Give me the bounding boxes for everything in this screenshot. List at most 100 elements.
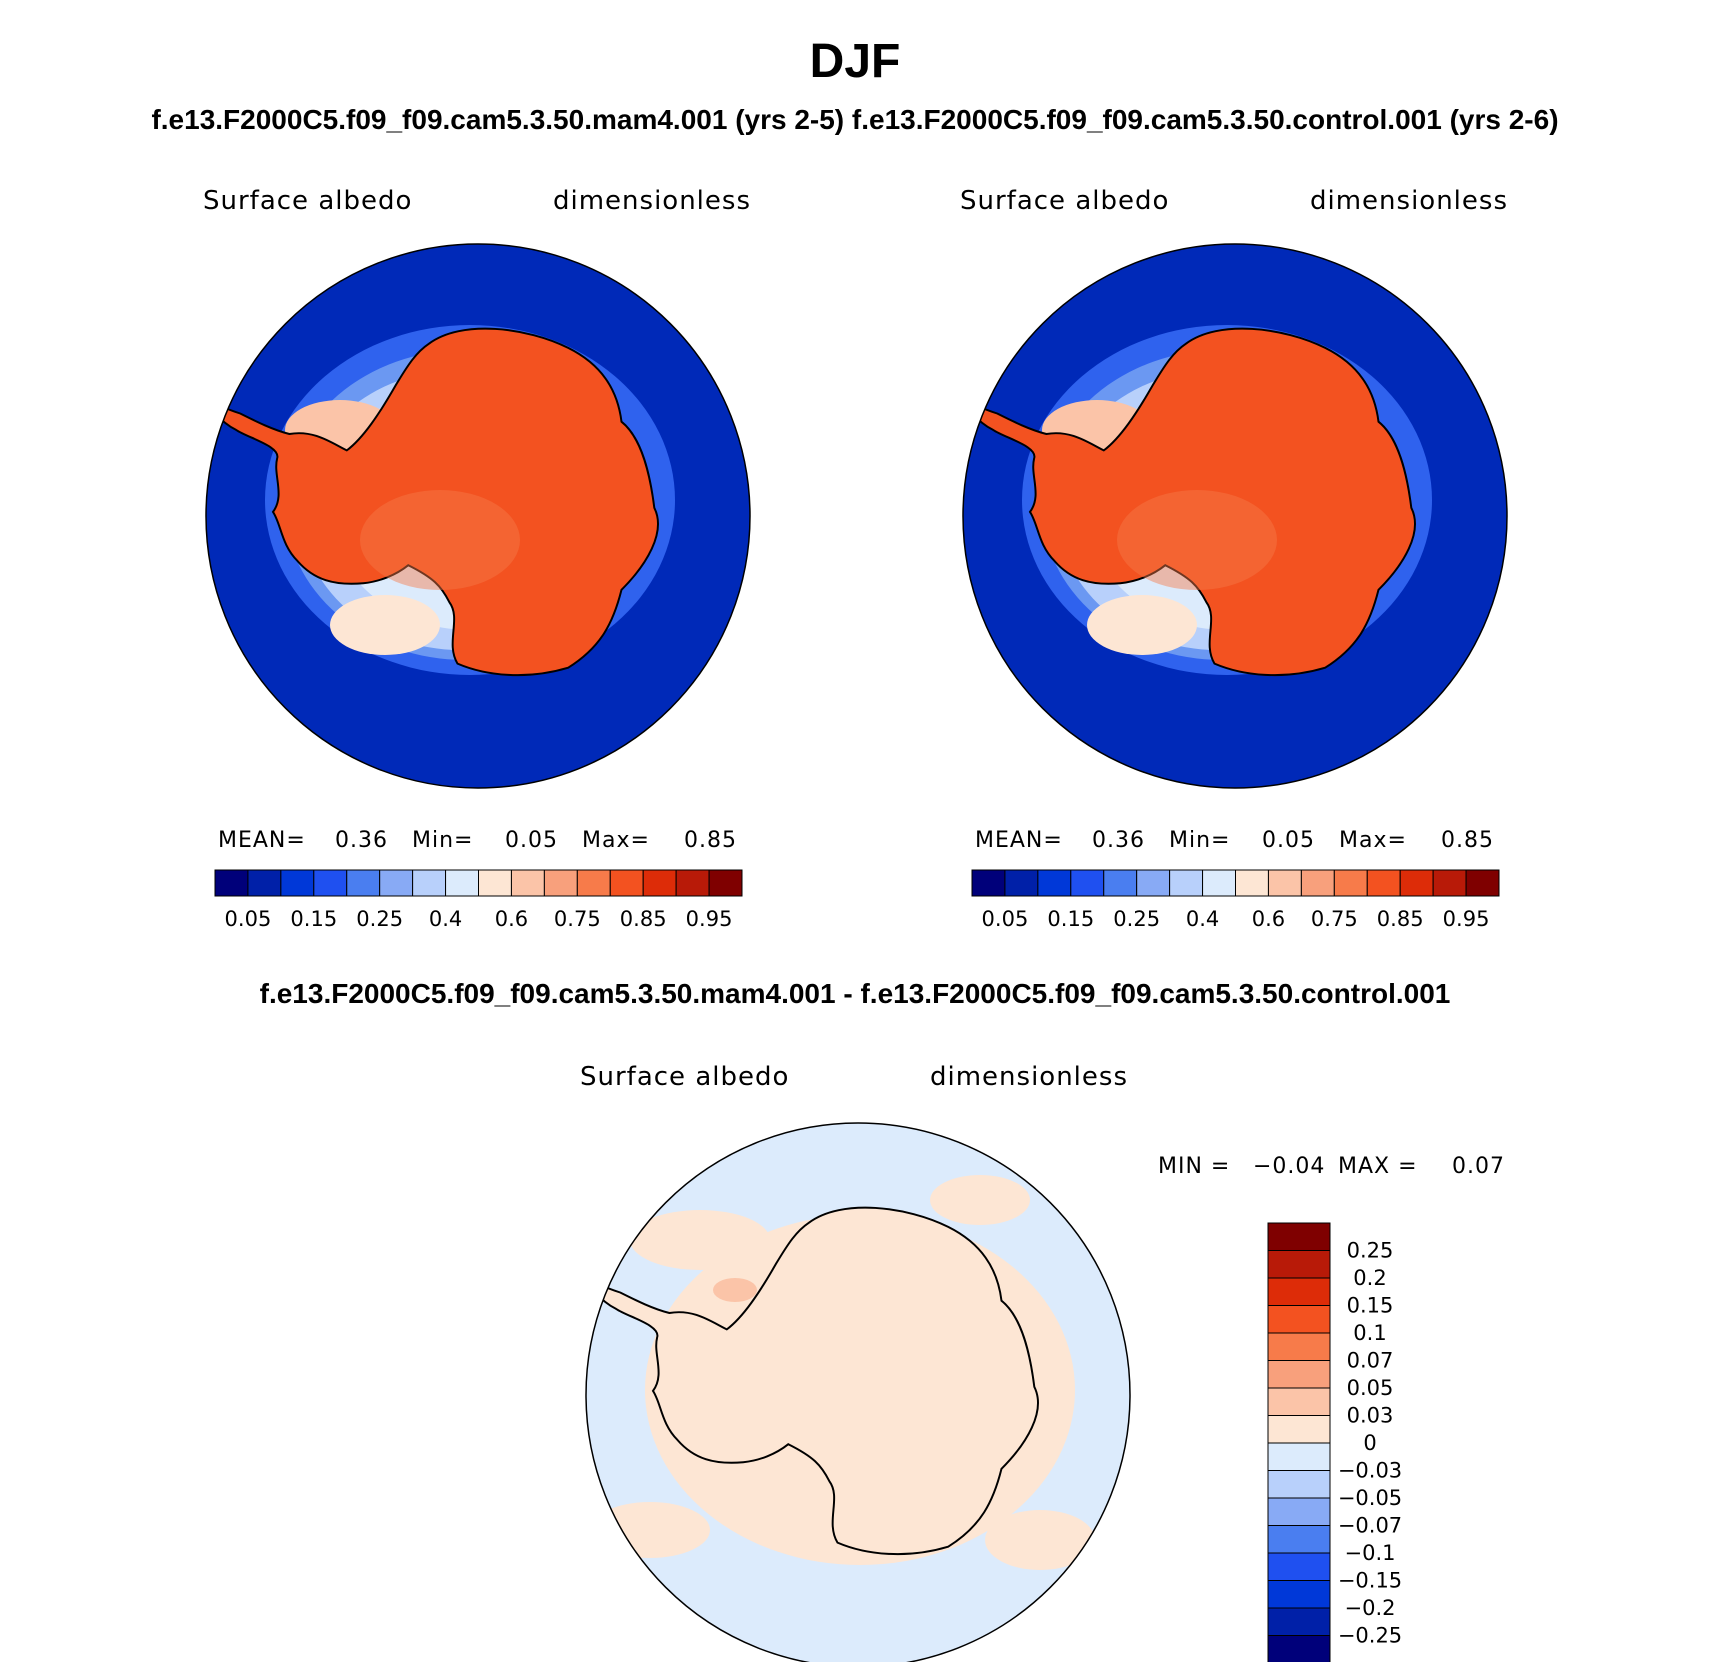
panel1-mean-value: 0.36 bbox=[335, 828, 388, 853]
panel1-colorbar: 0.05 0.15 0.25 0.4 0.6 0.75 0.85 0.95 bbox=[214, 869, 743, 931]
panel1-colorbar-swatch bbox=[478, 869, 512, 897]
panel3-colorbar-tick-label: −0.15 bbox=[1338, 1569, 1402, 1593]
panel2-colorbar-swatch bbox=[1366, 869, 1401, 897]
panel2-colorbar-tick-label: 0.95 bbox=[1443, 907, 1490, 931]
panel2-colorbar: 0.05 0.15 0.25 0.4 0.6 0.75 0.85 0.95 bbox=[971, 869, 1500, 931]
panel1-colorbar-swatch bbox=[280, 869, 315, 897]
panel2-colorbar-swatch bbox=[1399, 869, 1434, 897]
panel1-colorbar-swatch bbox=[708, 869, 743, 897]
panel1-colorbar-swatch bbox=[379, 869, 414, 897]
panel3-colorbar-tick-label: 0.05 bbox=[1347, 1376, 1394, 1400]
panel1-max-label: Max= bbox=[582, 828, 650, 853]
panel3-colorbar-tick-label: −0.1 bbox=[1345, 1541, 1396, 1565]
panel3-colorbar-swatch bbox=[1267, 1552, 1331, 1581]
panel2-colorbar-tick-label: 0.05 bbox=[982, 907, 1029, 931]
panel2-mean-label: MEAN= bbox=[975, 828, 1063, 853]
panel3-colorbar-tick-label: 0.2 bbox=[1353, 1266, 1386, 1290]
panel2-colorbar-swatch bbox=[1136, 869, 1171, 897]
panel3-colorbar-tick-label: −0.03 bbox=[1338, 1459, 1402, 1483]
panel2-colorbar-swatch bbox=[1235, 869, 1269, 897]
panel1-colorbar-swatch bbox=[214, 869, 249, 897]
panel3-colorbar-tick-label: −0.2 bbox=[1345, 1596, 1396, 1620]
panel1-colorbar-swatch bbox=[642, 869, 677, 897]
panel2-colorbar-swatch bbox=[1070, 869, 1105, 897]
panel2-mean-value: 0.36 bbox=[1092, 828, 1145, 853]
panel2-colorbar-swatch bbox=[1037, 869, 1072, 897]
panel1-colorbar-tick-label: 0.15 bbox=[290, 907, 337, 931]
panel2-colorbar-swatch bbox=[971, 869, 1006, 897]
panel3-colorbar-swatch bbox=[1267, 1222, 1331, 1251]
panel2-colorbar-swatch bbox=[1202, 869, 1236, 897]
panel2-colorbar-swatch bbox=[1333, 869, 1368, 897]
panel2-colorbar-swatch bbox=[1267, 869, 1302, 897]
panel3-min-value: −0.04 bbox=[1253, 1154, 1326, 1179]
panel3-colorbar-tick-label: −0.07 bbox=[1338, 1514, 1402, 1538]
panel1-colorbar-swatch bbox=[576, 869, 611, 897]
panel1-colorbar-tick-label: 0.85 bbox=[620, 907, 667, 931]
panel2-min-value: 0.05 bbox=[1262, 828, 1315, 853]
panel3-colorbar-swatch bbox=[1267, 1470, 1331, 1499]
panel1-colorbar-swatch bbox=[445, 869, 479, 897]
panel2-colorbar-swatch bbox=[1169, 869, 1204, 897]
panel1-variable-label: Surface albedo bbox=[203, 186, 413, 216]
panel3-colorbar-tick-label: −0.05 bbox=[1338, 1486, 1402, 1510]
panel2-min-label: Min= bbox=[1169, 828, 1231, 853]
panel1-mean-label: MEAN= bbox=[218, 828, 306, 853]
panel3-colorbar-swatch bbox=[1267, 1635, 1331, 1662]
panel3-colorbar-tick-label: −0.25 bbox=[1338, 1624, 1402, 1648]
panel3-colorbar-swatch bbox=[1267, 1305, 1331, 1334]
panel3-variable-label: Surface albedo bbox=[580, 1062, 790, 1092]
panel3-colorbar-tick-label: 0.25 bbox=[1347, 1239, 1394, 1263]
panel3-colorbar-swatch bbox=[1267, 1525, 1331, 1554]
panel3-colorbar-swatch bbox=[1267, 1360, 1331, 1389]
panel2-colorbar-swatch bbox=[1432, 869, 1467, 897]
panel3-colorbar-swatch bbox=[1267, 1415, 1331, 1444]
figure-season-title: DJF bbox=[809, 35, 901, 88]
panel1-colorbar-tick-label: 0.25 bbox=[356, 907, 403, 931]
panel3-colorbar: 0.25 0.2 0.15 0.1 0.07 0.05 0.03 0 −0.03 −0.05 −0.… bbox=[1267, 1222, 1402, 1662]
panel3-colorbar-swatch bbox=[1267, 1332, 1331, 1361]
panel1-colorbar-tick-label: 0.6 bbox=[495, 907, 528, 931]
panel1-colorbar-tick-label: 0.95 bbox=[686, 907, 733, 931]
panel3-colorbar-tick-label: 0.03 bbox=[1347, 1404, 1394, 1428]
panel1-colorbar-swatch bbox=[510, 869, 545, 897]
panel3-colorbar-swatch bbox=[1267, 1442, 1331, 1471]
panel1-colorbar-swatch bbox=[675, 869, 710, 897]
panel3-map bbox=[585, 1122, 1131, 1662]
panel1-min-label: Min= bbox=[412, 828, 474, 853]
panel2-max-label: Max= bbox=[1339, 828, 1407, 853]
panel2-colorbar-swatch bbox=[1004, 869, 1039, 897]
panel2-colorbar-tick-label: 0.4 bbox=[1186, 907, 1219, 931]
panel1-colorbar-swatch bbox=[346, 869, 381, 897]
panel1-max-value: 0.85 bbox=[684, 828, 737, 853]
panel3-max-label: MAX = bbox=[1338, 1154, 1418, 1179]
panel3-units-label: dimensionless bbox=[930, 1062, 1128, 1092]
panel3-min-label: MIN = bbox=[1158, 1154, 1231, 1179]
panel2-max-value: 0.85 bbox=[1441, 828, 1494, 853]
panel1-colorbar-tick-label: 0.05 bbox=[225, 907, 272, 931]
panel2-colorbar-tick-label: 0.25 bbox=[1113, 907, 1160, 931]
panel1-colorbar-swatch bbox=[609, 869, 644, 897]
panel3-colorbar-swatch bbox=[1267, 1497, 1331, 1526]
panel2-colorbar-tick-label: 0.15 bbox=[1047, 907, 1094, 931]
panel2-colorbar-swatch bbox=[1465, 869, 1500, 897]
panel3-colorbar-swatch bbox=[1267, 1607, 1331, 1636]
panel1-colorbar-tick-label: 0.4 bbox=[429, 907, 462, 931]
panel3-max-value: 0.07 bbox=[1452, 1154, 1505, 1179]
panel2-map bbox=[962, 243, 1508, 789]
difference-title: f.e13.F2000C5.f09_f09.cam5.3.50.mam4.001… bbox=[259, 978, 1451, 1009]
panel3-colorbar-swatch bbox=[1267, 1250, 1331, 1279]
panel3-colorbar-swatch bbox=[1267, 1580, 1331, 1609]
panel1-colorbar-swatch bbox=[313, 869, 348, 897]
panel1-map bbox=[205, 243, 751, 789]
panel3-colorbar-tick-label: 0.1 bbox=[1353, 1321, 1386, 1345]
panel2-colorbar-tick-label: 0.75 bbox=[1311, 907, 1358, 931]
panel3-colorbar-tick-label: 0 bbox=[1363, 1431, 1376, 1455]
runs-title: f.e13.F2000C5.f09_f09.cam5.3.50.mam4.001… bbox=[151, 104, 1559, 135]
panel3-colorbar-swatch bbox=[1267, 1387, 1331, 1416]
panel3-colorbar-tick-label: 0.15 bbox=[1347, 1294, 1394, 1318]
panel1-colorbar-swatch bbox=[247, 869, 282, 897]
panel1-colorbar-swatch bbox=[543, 869, 578, 897]
panel2-colorbar-swatch bbox=[1103, 869, 1138, 897]
